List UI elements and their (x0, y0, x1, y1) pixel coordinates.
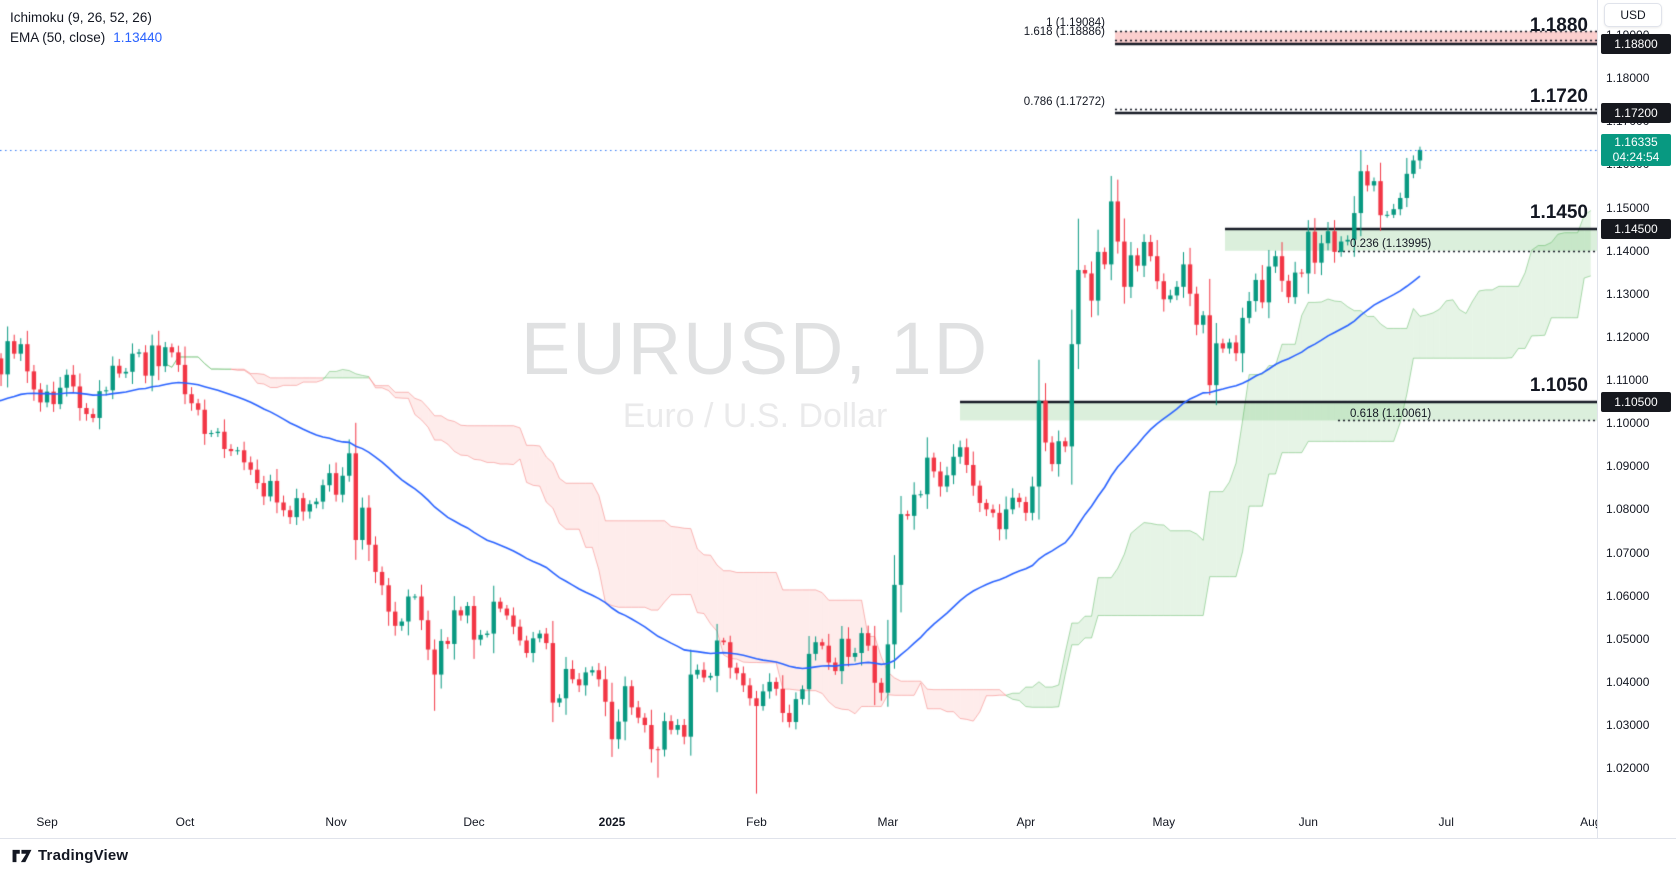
price-tag-1-17200: 1.17200 (1601, 102, 1671, 123)
time-label-aug: Aug (1580, 815, 1602, 829)
price-tick-1.03: 1.03000 (1606, 718, 1650, 732)
tradingview-logo[interactable]: TradingView (12, 847, 128, 864)
price-tick-1.14: 1.14000 (1606, 243, 1650, 258)
ichimoku-label: Ichimoku (9, 26, 52, 26) (10, 10, 152, 25)
price-tick-1.09: 1.09000 (1606, 459, 1650, 474)
price-chart-canvas[interactable] (0, 0, 1676, 812)
price-tick-1.12: 1.12000 (1606, 329, 1650, 344)
price-tag-1-18800: 1.18800 (1601, 33, 1671, 54)
price-tick-1.08: 1.08000 (1606, 502, 1650, 517)
fib-label-0-236[interactable]: 0.236 (1.13995) (1350, 238, 1432, 250)
ema-label: EMA (50, close) (10, 30, 106, 45)
fib-label-1-618[interactable]: 1.618 (1.18886) (1023, 26, 1105, 38)
price-tick-1.11: 1.11000 (1606, 373, 1649, 387)
time-label-jun: Jun (1298, 815, 1318, 829)
tradingview-brand-text: TradingView (38, 847, 129, 864)
time-label-dec: Dec (463, 815, 485, 829)
price-tick-1.10: 1.10000 (1606, 416, 1650, 431)
currency-toggle-usd[interactable]: USD (1604, 3, 1662, 27)
level-label-1-1450[interactable]: 1.1450 (1529, 202, 1588, 223)
level-label-1-1720[interactable]: 1.1720 (1529, 86, 1588, 107)
legend-ichimoku[interactable]: Ichimoku (9, 26, 52, 26) (10, 8, 162, 28)
price-tick-1.05: 1.05000 (1606, 631, 1650, 646)
ema-value: 1.13440 (113, 30, 163, 45)
time-label-may: May (1152, 815, 1176, 829)
price-tick-1.04: 1.04000 (1606, 674, 1650, 689)
tradingview-logo-icon (12, 849, 32, 862)
time-label-feb: Feb (746, 815, 767, 829)
current-price-tag: 1.16335 04:24:54 (1601, 133, 1671, 166)
time-label-sep: Sep (36, 815, 58, 829)
time-label-apr: Apr (1016, 815, 1036, 829)
price-tick-1.13: 1.13000 (1606, 286, 1650, 301)
price-axis[interactable]: USD 1.190001.180001.170001.160001.150001… (1597, 0, 1676, 838)
level-label-1-1050[interactable]: 1.1050 (1529, 375, 1588, 396)
price-tick-1.18: 1.18000 (1606, 71, 1650, 86)
time-label-mar: Mar (877, 815, 899, 829)
level-label-1-1880[interactable]: 1.1880 (1529, 15, 1588, 36)
time-label-oct: Oct (175, 815, 195, 829)
footer: TradingView (0, 839, 1676, 876)
fib-label-1[interactable]: 1 (1.19084) (1046, 17, 1105, 29)
axis-separator (0, 838, 1676, 839)
price-tick-1.15: 1.15000 (1606, 200, 1650, 215)
time-label-jul: Jul (1438, 815, 1454, 829)
time-axis[interactable]: Sep Oct Nov Dec 2025 Feb Mar Apr May Jun Jul Aug (0, 810, 1676, 838)
current-price-value: 1.16335 (1614, 134, 1658, 149)
fib-label-0-618[interactable]: 0.618 (1.10061) (1350, 408, 1432, 420)
price-tag-1-14500: 1.14500 (1601, 219, 1671, 239)
time-label-nov: Nov (325, 815, 347, 829)
price-tick-1.02: 1.02000 (1606, 761, 1650, 776)
legend-ema[interactable]: EMA (50, close) 1.13440 (10, 28, 162, 48)
indicator-legend: Ichimoku (9, 26, 52, 26) EMA (50, close)… (10, 8, 162, 48)
price-tick-1.07: 1.07000 (1606, 545, 1650, 560)
bar-close-countdown: 04:24:54 (1612, 149, 1660, 164)
price-tag-1-10500: 1.10500 (1601, 391, 1671, 412)
time-label-2025: 2025 (598, 815, 626, 829)
price-tick-1.06: 1.06000 (1606, 588, 1650, 603)
fib-label-0-786[interactable]: 0.786 (1.17272) (1023, 96, 1105, 108)
